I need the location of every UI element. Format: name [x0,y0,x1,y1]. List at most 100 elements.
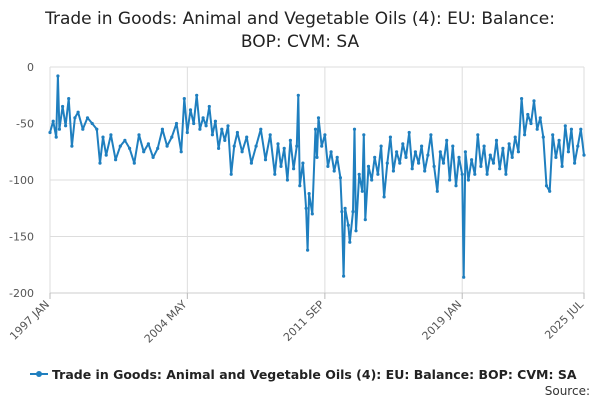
series-line [49,75,585,279]
data-point [235,130,239,135]
data-point [229,172,233,176]
data-point [407,130,411,135]
y-tick-label: -200 [9,287,34,300]
data-point [279,164,283,168]
data-point [445,138,449,142]
data-point [51,119,55,123]
data-point [557,138,561,142]
y-tick-label: -150 [9,231,34,244]
data-point [249,161,253,165]
data-point [554,155,558,159]
data-point [304,206,308,210]
data-point [329,150,333,154]
y-tick-label: -50 [16,118,34,131]
data-point [232,144,236,148]
data-point [340,210,344,214]
chart-title-line-2: BOP: CVM: SA [240,32,360,52]
data-point [204,124,208,128]
data-point [195,93,199,97]
data-point [357,172,361,176]
data-point [98,161,102,165]
data-point [417,161,421,165]
data-point [410,167,414,171]
data-point [432,164,436,168]
data-point [382,195,386,199]
data-point [343,206,347,210]
data-point [582,153,586,157]
data-point [507,142,511,146]
data-point [118,144,122,148]
legend-line-marker-icon [30,367,48,381]
data-point [351,210,355,214]
data-point [301,161,305,165]
data-point [413,150,417,154]
data-point [342,274,346,278]
data-point [363,218,367,222]
chart-title: Trade in Goods: Animal and Vegetable Oil… [0,8,600,54]
data-point [174,121,179,126]
data-point [569,127,574,131]
data-point [104,153,108,157]
data-point [360,189,364,193]
data-point [370,178,374,182]
data-point [109,133,113,137]
data-point [160,127,164,131]
data-point [298,184,302,188]
data-point [76,110,80,114]
data-point [573,161,577,165]
data-point [513,135,517,139]
data-point [529,121,533,126]
data-point [563,124,567,128]
data-point [201,116,205,120]
data-point [182,97,186,101]
data-point [498,167,502,171]
data-point [366,164,371,168]
data-point [295,144,299,148]
data-point [532,99,536,103]
data-point [61,104,65,109]
source-label: Source: [544,384,590,398]
x-tick-label: 2019 JAN [420,298,465,343]
data-point [165,144,169,148]
data-point [523,133,527,137]
data-point [268,133,272,137]
data-point [401,142,405,146]
data-point [488,153,492,157]
data-point [470,158,474,162]
data-point [451,144,455,148]
data-point [292,167,296,171]
data-point [146,142,150,146]
x-tick-label: 2004 MAY [142,298,190,346]
data-point [192,121,196,126]
data-point [142,150,146,154]
data-point [285,178,289,182]
data-point [198,127,202,131]
data-point [544,184,549,188]
data-point [57,127,62,131]
legend[interactable]: Trade in Goods: Animal and Vegetable Oil… [30,366,577,382]
data-point [454,184,458,188]
data-point [282,146,286,150]
data-point [429,133,433,137]
data-point [90,121,94,126]
data-point [114,158,118,162]
data-point [151,155,155,159]
data-point [132,161,136,165]
data-point [56,74,60,78]
data-point [520,97,524,101]
data-point [491,161,496,165]
data-point [326,164,330,168]
data-point [352,127,357,131]
y-tick-label: -100 [9,174,34,187]
x-tick-label: 2011 SEP [281,298,327,344]
data-point [67,97,71,101]
x-tick-label: 1997 JAN [7,298,52,343]
data-point [376,172,380,176]
data-point [535,127,539,131]
data-point [70,144,74,148]
data-point [210,133,214,137]
data-point [263,158,268,162]
data-point [395,150,399,154]
data-point [123,138,127,142]
